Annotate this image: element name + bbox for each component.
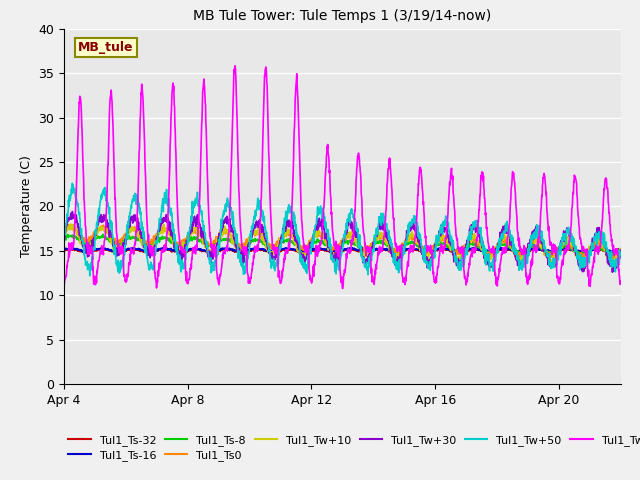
- Tul1_Tw+100: [357, 178, 365, 184]
- Tul1_Tw+50: [68, 180, 76, 186]
- Tul1_Tw+100: [541, 173, 548, 179]
- Tul1_Tw+50: [357, 243, 365, 249]
- Tul1_Tw+30: [300, 252, 307, 257]
- Tul1_Ts-8: [93, 236, 100, 241]
- Tul1_Tw+30: [308, 237, 316, 243]
- Tul1_Tw+100: [231, 63, 239, 69]
- Tul1_Ts-16: [529, 244, 537, 250]
- Legend: Tul1_Ts-32, Tul1_Ts-16, Tul1_Ts-8, Tul1_Ts0, Tul1_Tw+10, Tul1_Tw+30, Tul1_Tw+50,: Tul1_Ts-32, Tul1_Ts-16, Tul1_Ts-8, Tul1_…: [64, 430, 640, 465]
- Tul1_Ts0: [356, 243, 364, 249]
- Tul1_Tw+10: [60, 234, 68, 240]
- Tul1_Tw+50: [300, 264, 307, 270]
- Tul1_Ts-8: [308, 241, 316, 247]
- Tul1_Tw+50: [308, 243, 316, 249]
- Tul1_Tw+100: [419, 188, 426, 193]
- Line: Tul1_Ts0: Tul1_Ts0: [64, 224, 621, 260]
- Tul1_Tw+50: [86, 273, 93, 279]
- Tul1_Tw+100: [300, 236, 307, 241]
- Tul1_Ts0: [300, 247, 307, 253]
- Line: Tul1_Tw+30: Tul1_Tw+30: [64, 212, 621, 272]
- Tul1_Tw+10: [617, 246, 625, 252]
- Tul1_Tw+10: [541, 249, 548, 255]
- Tul1_Tw+10: [419, 247, 426, 253]
- Tul1_Ts-8: [541, 248, 548, 253]
- Tul1_Ts0: [608, 257, 616, 263]
- Tul1_Ts-16: [308, 246, 316, 252]
- Tul1_Tw+50: [541, 244, 548, 250]
- Tul1_Tw+50: [60, 234, 68, 240]
- Line: Tul1_Tw+50: Tul1_Tw+50: [64, 183, 621, 276]
- Tul1_Ts-8: [617, 249, 625, 254]
- Tul1_Tw+10: [356, 247, 364, 252]
- Tul1_Tw+100: [339, 286, 346, 291]
- Tul1_Ts0: [617, 246, 625, 252]
- Tul1_Ts-32: [356, 249, 364, 255]
- Tul1_Tw+50: [419, 250, 426, 256]
- Tul1_Ts-16: [617, 247, 625, 252]
- Line: Tul1_Tw+10: Tul1_Tw+10: [64, 224, 621, 265]
- Tul1_Ts0: [419, 246, 426, 252]
- Tul1_Tw+100: [60, 279, 68, 285]
- Tul1_Ts0: [541, 249, 548, 254]
- Tul1_Tw+30: [617, 247, 625, 253]
- Tul1_Tw+10: [578, 262, 586, 268]
- Tul1_Tw+30: [93, 223, 101, 229]
- Tul1_Ts-16: [299, 248, 307, 254]
- Tul1_Ts-8: [611, 253, 619, 259]
- Tul1_Tw+30: [68, 209, 76, 215]
- Tul1_Tw+100: [308, 276, 316, 282]
- Tul1_Ts0: [93, 228, 101, 233]
- Tul1_Ts0: [60, 229, 68, 235]
- Line: Tul1_Ts-8: Tul1_Ts-8: [64, 234, 621, 256]
- Tul1_Ts0: [67, 221, 75, 227]
- Y-axis label: Temperature (C): Temperature (C): [20, 156, 33, 257]
- Tul1_Ts-32: [517, 251, 525, 256]
- Tul1_Tw+30: [60, 234, 68, 240]
- Tul1_Tw+50: [93, 220, 101, 226]
- Tul1_Ts-32: [60, 247, 68, 253]
- Tul1_Ts-32: [541, 249, 548, 254]
- Tul1_Tw+10: [300, 251, 307, 256]
- Tul1_Ts-32: [300, 249, 307, 254]
- Tul1_Ts-16: [356, 249, 364, 254]
- Tul1_Tw+30: [609, 269, 616, 275]
- Tul1_Ts-32: [419, 248, 426, 254]
- Tul1_Ts-16: [300, 250, 308, 255]
- Tul1_Ts-8: [99, 231, 107, 237]
- Tul1_Tw+30: [541, 245, 548, 251]
- Tul1_Tw+100: [93, 267, 100, 273]
- Line: Tul1_Ts-32: Tul1_Ts-32: [64, 249, 621, 253]
- Line: Tul1_Ts-16: Tul1_Ts-16: [64, 247, 621, 252]
- Tul1_Tw+50: [617, 251, 625, 256]
- Tul1_Ts-16: [60, 247, 68, 252]
- Tul1_Ts-16: [541, 247, 548, 253]
- Tul1_Tw+10: [93, 228, 101, 234]
- Tul1_Ts-8: [300, 246, 307, 252]
- Tul1_Ts0: [308, 237, 316, 243]
- Tul1_Tw+100: [617, 278, 625, 284]
- Line: Tul1_Tw+100: Tul1_Tw+100: [64, 66, 621, 288]
- Tul1_Ts-32: [93, 247, 101, 252]
- Tul1_Ts-32: [68, 246, 76, 252]
- Tul1_Ts-16: [419, 248, 426, 253]
- Tul1_Ts-32: [308, 248, 316, 254]
- Tul1_Tw+10: [308, 236, 316, 242]
- Tul1_Tw+10: [67, 221, 74, 227]
- Tul1_Tw+30: [419, 249, 426, 255]
- Tul1_Ts-8: [60, 235, 68, 241]
- Tul1_Ts-16: [93, 246, 100, 252]
- Text: MB_tule: MB_tule: [78, 41, 133, 54]
- Tul1_Ts-8: [419, 245, 426, 251]
- Title: MB Tule Tower: Tule Temps 1 (3/19/14-now): MB Tule Tower: Tule Temps 1 (3/19/14-now…: [193, 10, 492, 24]
- Tul1_Ts-32: [617, 248, 625, 254]
- Tul1_Ts-8: [356, 245, 364, 251]
- Tul1_Tw+30: [356, 243, 364, 249]
